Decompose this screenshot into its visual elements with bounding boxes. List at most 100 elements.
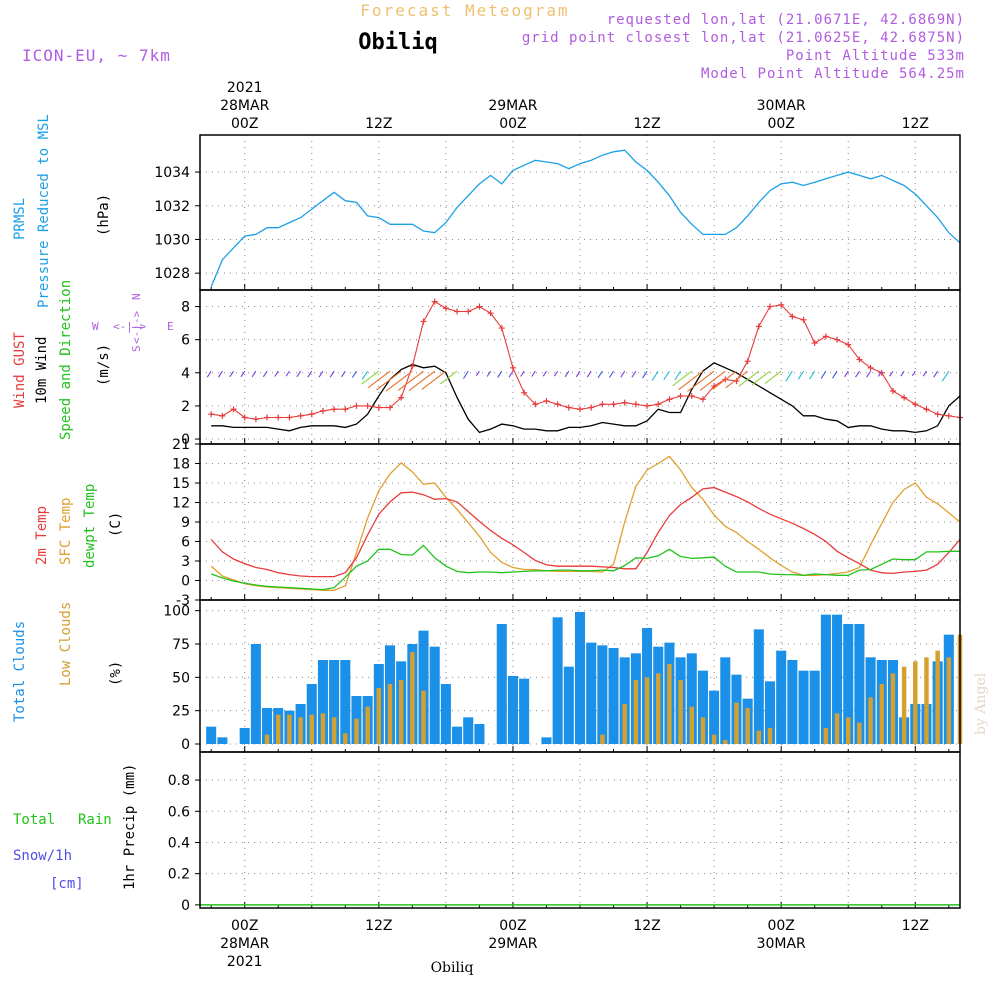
- wind-direction-arrow: [809, 370, 816, 380]
- panel-1: 1028 1030 1032 1034: [154, 135, 961, 290]
- y-tick-label: 9: [181, 515, 190, 531]
- wind-direction-arrow: [564, 370, 570, 378]
- label-c: (C): [108, 512, 124, 537]
- top-time-axis: 00Z 28MAR 2021 12Z 00Z 29MAR 12Z 00Z 30MAR 12Z: [220, 80, 929, 132]
- y-tick-label: 0: [181, 737, 190, 753]
- wind-direction-arrow: [820, 370, 827, 379]
- panel-frame-1: [199, 134, 961, 291]
- series-2m-temp: [210, 486, 961, 578]
- gust-marker: [934, 411, 941, 418]
- wind-direction-arrow: [397, 370, 424, 391]
- wind-direction-arrow: [240, 370, 246, 378]
- gust-marker: [431, 298, 438, 305]
- compass-n: N: [130, 293, 143, 300]
- wind-direction-arrow: [262, 370, 268, 378]
- gust-marker: [476, 303, 483, 310]
- y-tick-label: 15: [172, 476, 190, 492]
- y-tick-label: 0: [181, 432, 190, 448]
- gust-marker: [364, 402, 371, 409]
- wind-direction-arrow: [651, 370, 659, 381]
- bar-low-clouds: [823, 728, 829, 744]
- wind-direction-arrow: [631, 370, 637, 378]
- bottom-tick-date: 30MAR: [757, 936, 806, 952]
- bar-total-clouds: [262, 708, 273, 744]
- compass-arrow-vertical: <-|->: [130, 311, 143, 344]
- wind-direction-arrow: [608, 370, 614, 378]
- gust-marker: [308, 411, 315, 418]
- bar-low-clouds: [633, 680, 639, 744]
- gust-marker: [465, 308, 472, 315]
- bar-total-clouds: [843, 624, 854, 744]
- gust-marker: [811, 339, 818, 346]
- bar-total-clouds: [440, 684, 451, 744]
- label-prmsl: PRMSL: [12, 198, 28, 240]
- label-10m-wind: 10m Wind: [34, 337, 50, 404]
- bar-total-clouds: [429, 646, 440, 744]
- bar-total-clouds: [474, 724, 485, 744]
- y-tick-label: 18: [172, 457, 190, 473]
- wind-direction-arrow: [797, 370, 804, 380]
- bar-total-clouds: [854, 624, 865, 744]
- wind-direction-arrow: [206, 370, 212, 378]
- label-speed-direction: Speed and Direction: [58, 280, 74, 440]
- gust-marker: [845, 341, 852, 348]
- wind-direction-arrow: [922, 370, 927, 377]
- wind-direction-arrow: [497, 370, 503, 378]
- bar-low-clouds: [331, 717, 337, 744]
- bar-low-clouds: [387, 684, 393, 744]
- bar-low-clouds: [689, 706, 694, 744]
- gridpoint-coords: grid point closest lon,lat (21.0625E, 42…: [522, 30, 965, 46]
- bar-total-clouds: [798, 670, 809, 744]
- panel2-labels: Wind GUST 10m Wind Speed and Direction (…: [12, 280, 174, 440]
- bar-total-clouds: [619, 657, 630, 744]
- series-10m-wind: [211, 362, 961, 434]
- model-altitude: Model Point Altitude 564.25m: [701, 66, 965, 82]
- bar-total-clouds: [720, 657, 731, 744]
- gust-marker: [319, 407, 326, 414]
- gust-marker: [241, 414, 248, 421]
- bar-low-clouds: [857, 722, 862, 744]
- wind-direction-arrow: [738, 370, 760, 387]
- label-sfc-temp: SFC Temp: [58, 498, 74, 565]
- bar-total-clouds: [552, 617, 563, 744]
- label-low-clouds: Low Clouds: [58, 602, 74, 686]
- bar-total-clouds: [563, 666, 574, 744]
- bar-low-clouds: [600, 734, 605, 744]
- gust-marker: [219, 412, 226, 419]
- y-tick-label: 0: [181, 574, 190, 590]
- gust-marker: [923, 406, 930, 413]
- wind-direction-arrow: [351, 370, 357, 378]
- bottom-tick-label: 12Z: [365, 918, 392, 934]
- panel-2: 0 2 4 6 8: [181, 290, 963, 448]
- label-rain: Rain: [78, 812, 112, 828]
- compass-e: E: [167, 320, 174, 333]
- bar-total-clouds: [519, 678, 530, 744]
- y-tick-label: 12: [172, 496, 190, 512]
- gust-marker: [878, 369, 885, 376]
- gust-marker: [208, 411, 215, 418]
- gust-marker: [554, 401, 561, 408]
- bar-low-clouds: [846, 717, 851, 744]
- wind-direction-arrow: [751, 370, 771, 386]
- wind-direction-arrow: [597, 370, 603, 379]
- requested-coords: requested lon,lat (21.0671E, 42.6869N): [607, 12, 965, 28]
- wind-direction-arrow: [832, 370, 838, 379]
- gust-marker: [699, 396, 706, 403]
- y-tick-label: 4: [181, 366, 190, 382]
- gust-marker: [398, 394, 405, 401]
- wind-direction-arrow: [296, 370, 302, 378]
- bar-low-clouds: [734, 702, 739, 744]
- bottom-tick-label: 00Z: [231, 918, 258, 934]
- gust-marker: [945, 412, 952, 419]
- gust-marker: [767, 303, 773, 310]
- bar-low-clouds: [756, 730, 762, 744]
- point-altitude: Point Altitude 533m: [786, 48, 965, 64]
- label-total: Total: [13, 812, 55, 828]
- gust-marker: [778, 301, 785, 308]
- bar-low-clouds: [298, 717, 303, 744]
- forecast-title: Forecast Meteogram: [360, 1, 569, 20]
- bar-total-clouds: [709, 690, 720, 744]
- y-tick-label: 0.2: [168, 867, 190, 883]
- bottom-tick-label: 00Z: [499, 918, 526, 934]
- bar-total-clouds: [809, 670, 820, 744]
